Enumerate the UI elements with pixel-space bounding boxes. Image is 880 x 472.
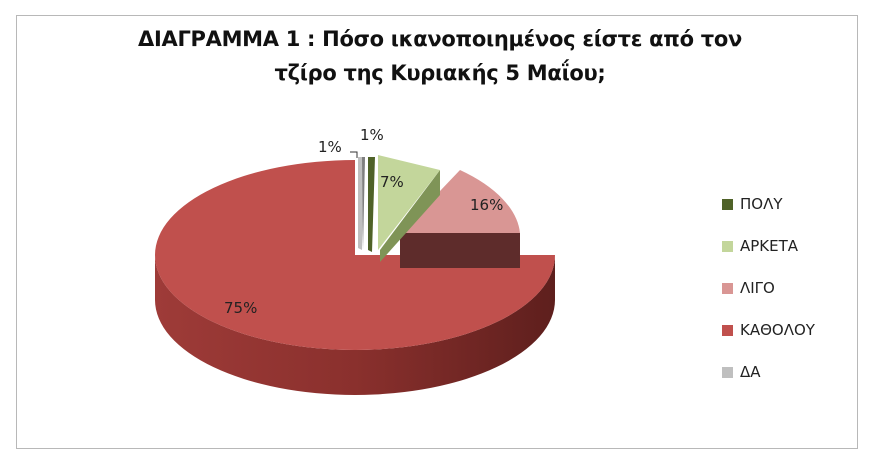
- slice-ligo: [400, 170, 520, 268]
- label-poly: 1%: [360, 126, 384, 144]
- legend: ΠΟΛΥ ΑΡΚΕΤΑ ΛΙΓΟ ΚΑΘΟΛΟΥ ΔΑ: [722, 183, 815, 393]
- legend-label: ΑΡΚΕΤΑ: [740, 237, 799, 255]
- legend-swatch: [722, 366, 733, 378]
- chart-title: ΔΙΑΓΡΑΜΜΑ 1 : Πόσο ικανοποιημένος είστε …: [0, 22, 880, 90]
- label-katholou: 75%: [224, 299, 257, 317]
- legend-label: ΛΙΓΟ: [740, 279, 775, 297]
- legend-swatch: [722, 282, 733, 294]
- label-arketa: 7%: [380, 173, 404, 191]
- legend-item-poly: ΠΟΛΥ: [722, 183, 815, 225]
- legend-swatch: [722, 324, 733, 336]
- legend-swatch: [722, 198, 733, 210]
- legend-label: ΠΟΛΥ: [740, 195, 783, 213]
- label-da: 1%: [318, 138, 342, 156]
- legend-item-arketa: ΑΡΚΕΤΑ: [722, 225, 815, 267]
- legend-item-katholou: ΚΑΘΟΛΟΥ: [722, 309, 815, 351]
- slice-da: [358, 157, 365, 250]
- legend-item-ligo: ΛΙΓΟ: [722, 267, 815, 309]
- chart-title-line2: τζίρο της Κυριακής 5 Μαΐου;: [274, 61, 606, 85]
- legend-label: ΚΑΘΟΛΟΥ: [740, 321, 815, 339]
- label-ligo: 16%: [470, 196, 503, 214]
- slice-poly: [368, 157, 375, 252]
- legend-item-da: ΔΑ: [722, 351, 815, 393]
- chart-title-line1: ΔΙΑΓΡΑΜΜΑ 1 : Πόσο ικανοποιημένος είστε …: [138, 27, 742, 51]
- slice-arketa: [378, 155, 440, 262]
- slice-katholou: [155, 160, 555, 395]
- legend-swatch: [722, 240, 733, 252]
- legend-label: ΔΑ: [740, 363, 761, 381]
- leader-line: [350, 151, 358, 158]
